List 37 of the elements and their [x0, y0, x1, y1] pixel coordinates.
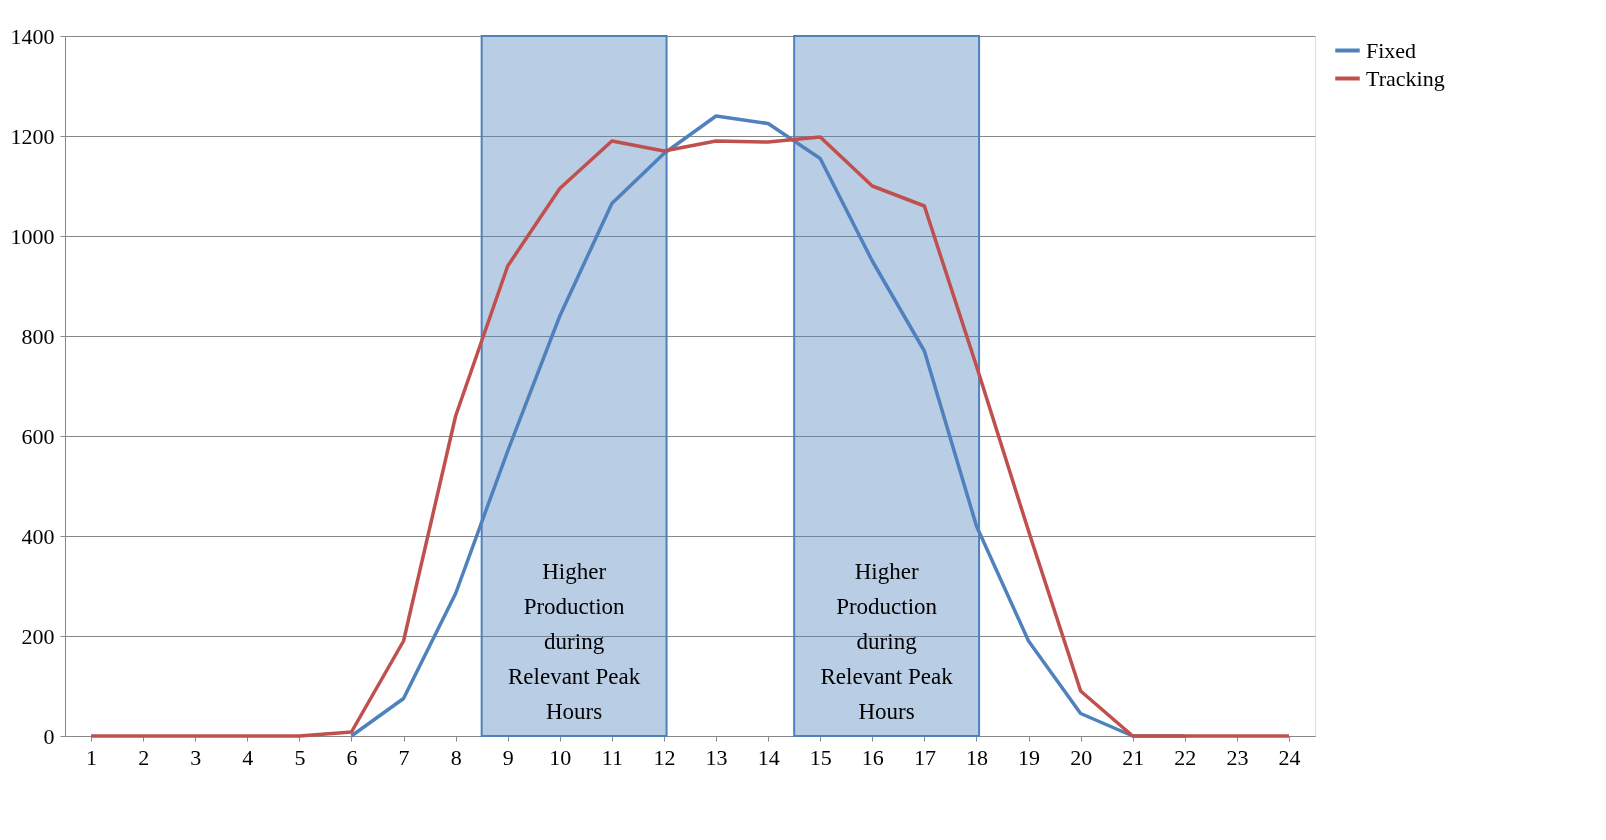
x-tick-label: 17	[913, 744, 936, 770]
x-tick-label: 3	[190, 744, 202, 770]
y-tick-label: 1400	[10, 23, 55, 49]
y-tick-label: 0	[43, 723, 55, 749]
x-tick-label: 5	[294, 744, 306, 770]
x-tick-label: 20	[1070, 744, 1093, 770]
x-tick-label: 18	[965, 744, 988, 770]
x-tick-label: 14	[757, 744, 780, 770]
legend-label: Fixed	[1366, 37, 1417, 63]
x-tick-label: 19	[1018, 744, 1041, 770]
x-tick-label: 16	[861, 744, 884, 770]
x-tick-label: 23	[1226, 744, 1249, 770]
line-series	[89, 135, 1291, 738]
x-tick-label: 7	[398, 744, 410, 770]
x-tick-label: 15	[809, 744, 832, 770]
x-tick-label: 2	[138, 744, 150, 770]
band-label: Higher Production during Relevant Peak Hours	[820, 559, 954, 724]
x-tick-label: 12	[653, 744, 676, 770]
y-tick-label: 200	[21, 623, 55, 649]
y-tick-label: 600	[21, 423, 55, 449]
x-tick-label: 13	[705, 744, 728, 770]
x-tick-label: 22	[1174, 744, 1197, 770]
x-tick-label: 10	[549, 744, 572, 770]
x-tick-label: 4	[242, 744, 254, 770]
band-label: Higher Production during Relevant Peak Hours	[508, 559, 641, 724]
y-tick-label: 1200	[10, 123, 55, 149]
x-tick-label: 9	[502, 744, 514, 770]
x-tick-label: 6	[346, 744, 358, 770]
y-tick-label: 400	[21, 523, 55, 549]
x-tick-label: 8	[450, 744, 462, 770]
y-tick-label: 800	[21, 323, 55, 349]
x-tick-label: 1	[86, 744, 98, 770]
y-tick-label: 1000	[10, 223, 55, 249]
x-tick-label: 21	[1122, 744, 1145, 770]
x-tick-label: 11	[601, 744, 623, 770]
x-tick-label: 24	[1278, 744, 1301, 770]
legend-label: Tracking	[1366, 65, 1445, 91]
